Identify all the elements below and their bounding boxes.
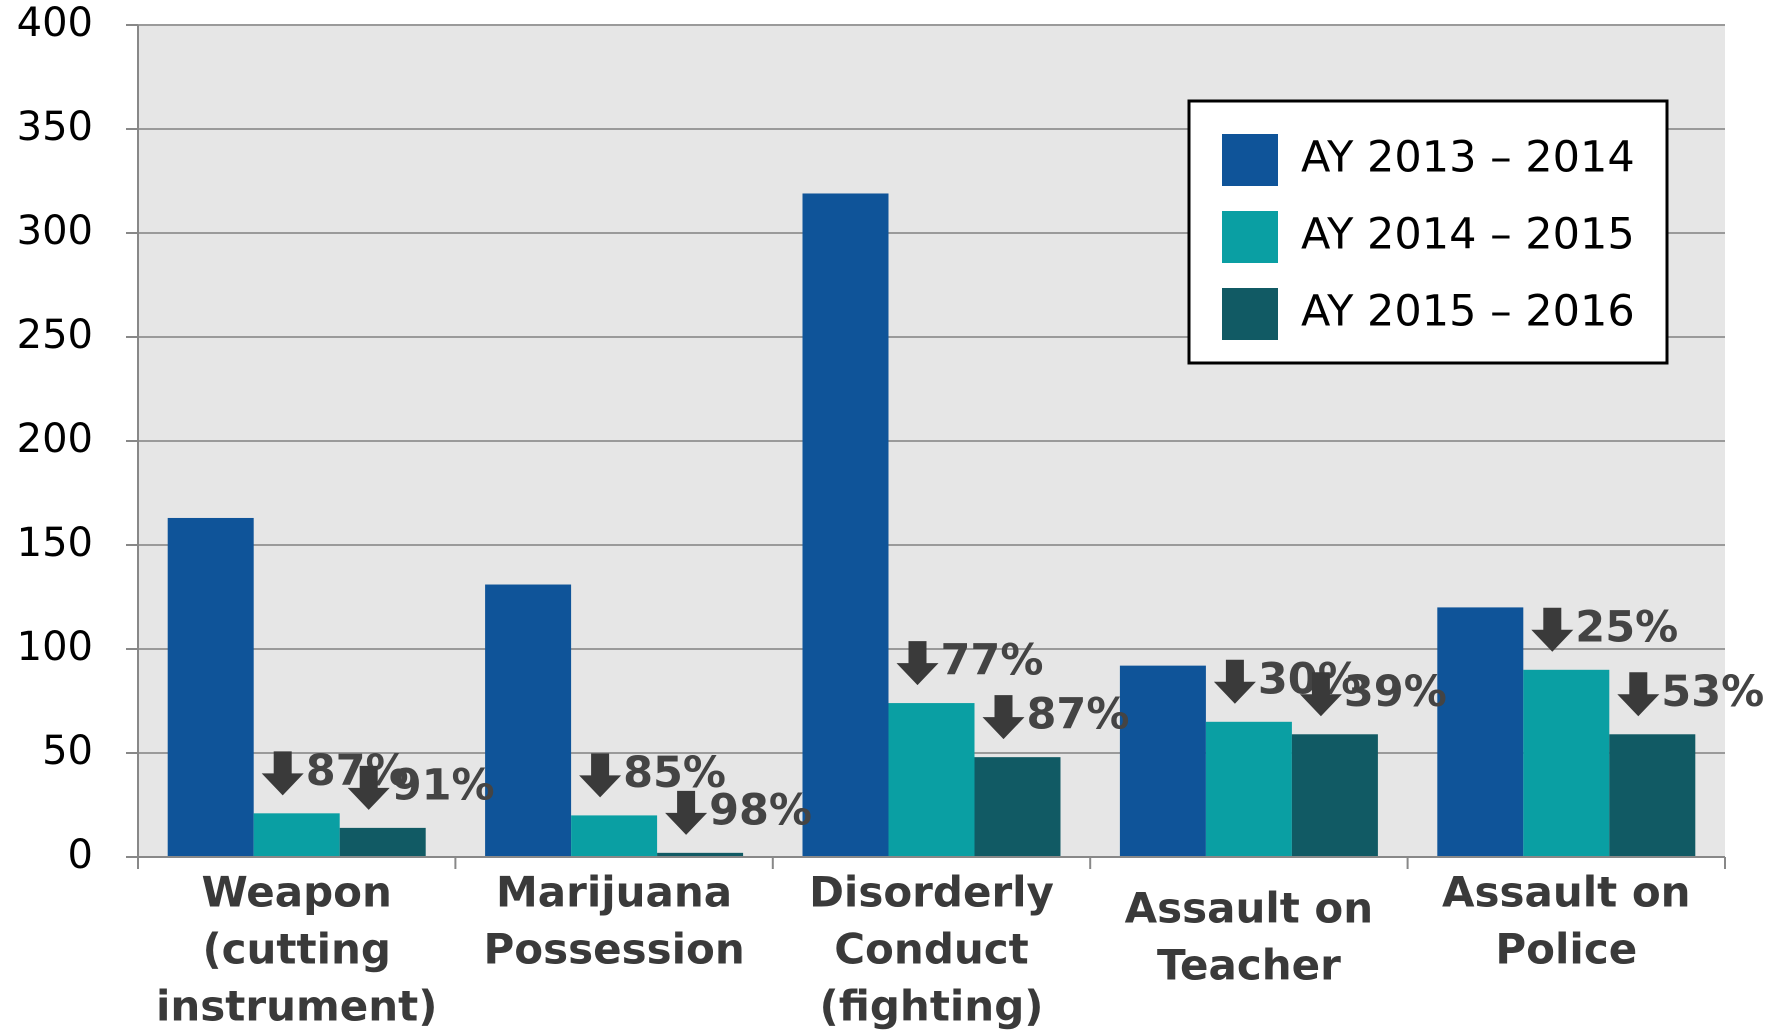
legend-label: AY 2014 – 2015 (1301, 210, 1635, 260)
y-tick-label: 400 (17, 0, 93, 46)
bar (1437, 607, 1524, 857)
change-label: 98% (709, 785, 812, 835)
y-tick-label: 100 (17, 624, 93, 670)
down-arrow-icon (1617, 672, 1660, 717)
down-arrow-icon (1213, 659, 1256, 704)
down-arrow-icon (579, 753, 622, 798)
bar (1119, 665, 1206, 857)
y-tick-label: 50 (42, 728, 93, 774)
down-arrow-icon (665, 790, 708, 835)
change-label: 87% (1027, 690, 1130, 740)
bar (657, 852, 744, 857)
y-tick-label: 150 (17, 520, 93, 566)
bar (1523, 669, 1610, 857)
bar (167, 517, 254, 857)
bar (1205, 721, 1292, 857)
bar (1291, 734, 1378, 857)
bar (1609, 734, 1696, 857)
bar (888, 703, 975, 857)
down-arrow-icon (1299, 672, 1342, 717)
legend-label: AY 2013 – 2014 (1301, 133, 1635, 183)
change-label: 25% (1575, 602, 1678, 652)
bar (802, 193, 889, 858)
legend-swatch (1222, 288, 1278, 340)
x-tick-label: (fighting) (820, 982, 1044, 1031)
x-tick-label: Weapon (201, 868, 391, 917)
bar (485, 584, 572, 857)
y-tick-label: 0 (68, 832, 93, 878)
change-label: 85% (623, 748, 726, 798)
y-tick-label: 350 (17, 104, 93, 150)
x-tick-label: Possession (483, 925, 744, 974)
change-label: 39% (1344, 667, 1447, 717)
y-tick-label: 300 (17, 208, 93, 254)
x-tick-label: Police (1495, 925, 1637, 974)
change-label: 87% (306, 746, 409, 796)
change-label: 91% (392, 760, 495, 810)
x-tick-label: Teacher (1157, 941, 1341, 990)
change-label: 53% (1661, 667, 1764, 717)
x-tick-label: instrument) (156, 982, 437, 1031)
down-arrow-icon (896, 641, 939, 686)
bar (253, 813, 340, 857)
x-tick-label: (cutting (202, 925, 391, 974)
change-label: 77% (941, 636, 1044, 686)
down-arrow-icon (261, 751, 304, 796)
x-tick-label: Conduct (834, 925, 1029, 974)
legend-swatch (1222, 134, 1278, 186)
x-tick-label: Marijuana (496, 868, 732, 917)
legend-label: AY 2015 – 2016 (1301, 287, 1635, 337)
legend-swatch (1222, 211, 1278, 263)
x-tick-label: Assault on (1442, 868, 1691, 917)
x-tick-label: Disorderly (809, 868, 1054, 917)
x-tick-label: Assault on (1125, 884, 1374, 933)
bar (974, 757, 1061, 857)
down-arrow-icon (982, 695, 1025, 740)
down-arrow-icon (347, 765, 390, 810)
y-tick-label: 250 (17, 312, 93, 358)
bar (339, 827, 426, 857)
down-arrow-icon (1531, 607, 1574, 652)
bar (571, 815, 658, 857)
y-tick-label: 200 (17, 416, 93, 462)
